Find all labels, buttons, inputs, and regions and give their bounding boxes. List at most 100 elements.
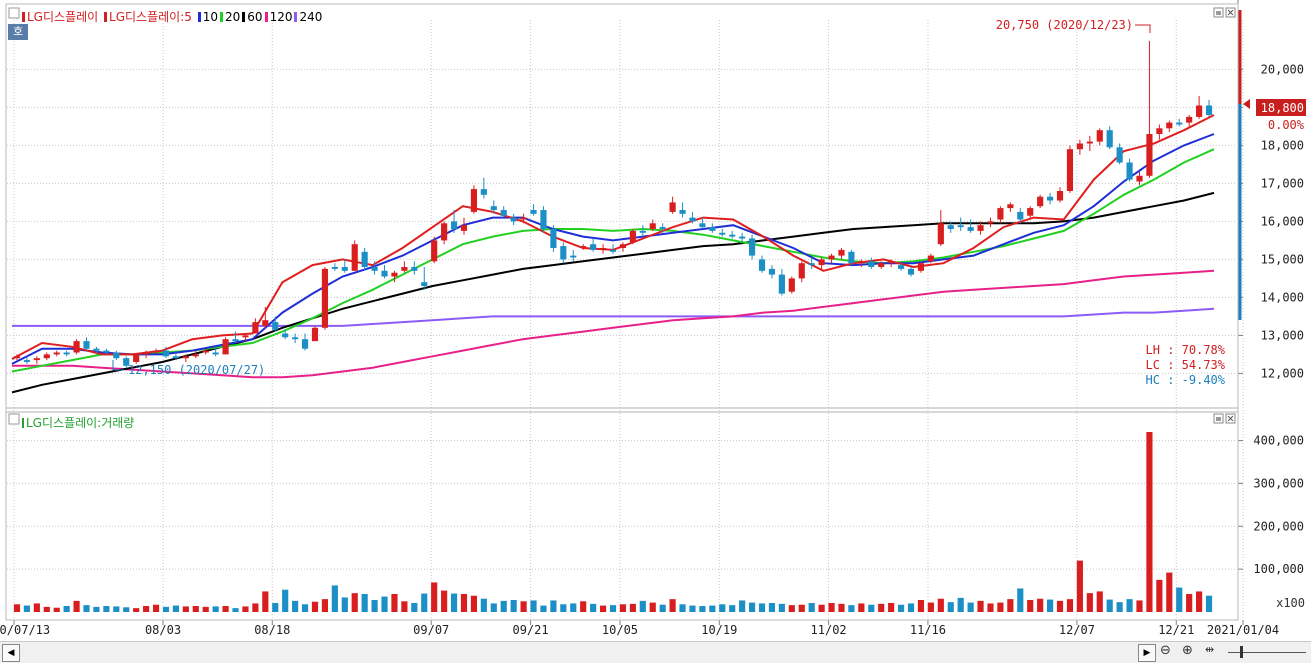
volume-bar (53, 607, 60, 612)
volume-bar (748, 602, 756, 612)
candle-body (967, 227, 974, 231)
price-tick: 17,000 (1261, 176, 1304, 190)
volume-bar (510, 600, 517, 612)
volume-bar (1096, 591, 1103, 612)
candle-body (143, 352, 150, 355)
ma-20-line (11, 148, 1215, 373)
candle-body (391, 272, 398, 277)
horizontal-scrollbar[interactable]: ◀ ▶ ⊖ ⊕ ⇹ (0, 641, 1311, 663)
volume-bar (123, 607, 130, 612)
price-tick: 14,000 (1261, 290, 1304, 304)
zoom-slider[interactable] (1228, 652, 1306, 653)
candle-body (1007, 204, 1014, 209)
candle-body (768, 268, 776, 275)
volume-bar (1186, 594, 1193, 612)
candle-body (1176, 122, 1183, 125)
candle-body (669, 202, 676, 212)
volume-bar (649, 602, 656, 612)
volume-bar (1106, 599, 1113, 612)
volume-bar (570, 603, 577, 612)
volume-bar (888, 603, 895, 612)
candle-body (470, 189, 478, 212)
volume-bar (301, 604, 309, 612)
zoom-slider-thumb[interactable] (1240, 646, 1243, 658)
volume-bar (262, 591, 269, 612)
zoom-out-icon[interactable]: ⊖ (1160, 643, 1171, 658)
candle-body (957, 225, 964, 228)
legend-name: LG디스플레이 (27, 10, 99, 24)
candle-body (828, 255, 835, 260)
volume-bar (599, 605, 607, 612)
candle-body (1116, 147, 1123, 163)
candle-body (93, 348, 100, 351)
volume-bar (1196, 591, 1203, 612)
volume-bar (172, 605, 179, 612)
volume-bar (729, 605, 736, 612)
scroll-right-button[interactable]: ▶ (1138, 644, 1156, 662)
price-tick: 20,000 (1261, 62, 1304, 76)
volume-bar (1126, 599, 1133, 612)
candle-body (182, 356, 189, 359)
volume-bar (520, 601, 527, 612)
legend-ma-10: 10 (197, 10, 218, 24)
candle-body (898, 265, 905, 269)
current-price: 18,800 (1261, 101, 1304, 115)
candle-body (659, 227, 666, 229)
price-change: 0.00% (1268, 118, 1305, 132)
volume-bar (371, 600, 378, 612)
volume-tick: 100,000 (1253, 562, 1304, 576)
candle-body (450, 221, 458, 229)
candle-body (252, 322, 259, 334)
volume-legend-label: LG디스플레이:거래량 (26, 416, 135, 430)
volume-bar (1027, 600, 1034, 612)
volume-pane-menu-icon[interactable] (8, 413, 20, 425)
volume-bar (927, 602, 934, 612)
volume-bar (83, 605, 90, 612)
date-tick: 12/21 (1158, 623, 1194, 637)
candle-body (341, 267, 348, 271)
volume-bar (739, 600, 746, 612)
volume-bar (937, 598, 944, 612)
legend-ma-120: 120 (264, 10, 292, 24)
quote-badge[interactable]: 호 (8, 24, 28, 40)
volume-bar (669, 599, 676, 612)
volume-bar (500, 600, 507, 612)
volume-bar (838, 603, 845, 612)
candle-body (798, 263, 805, 279)
scroll-left-button[interactable]: ◀ (2, 644, 20, 662)
volume-bar (709, 605, 716, 612)
candle-body (113, 352, 120, 359)
bar-count-icon[interactable]: ⇹ (1205, 643, 1215, 656)
volume-bar (550, 600, 557, 612)
candle-body (460, 225, 468, 231)
date-tick: 10/19 (701, 623, 737, 637)
volume-bar (808, 603, 815, 612)
candle-body (689, 217, 696, 222)
volume-bar (441, 590, 448, 612)
volume-bar (967, 602, 974, 612)
volume-axis-labels: 100,000 200,000 300,000 400,000 (1238, 434, 1304, 576)
volume-bar (33, 603, 40, 612)
candle-body (679, 210, 686, 214)
zoom-in-icon[interactable]: ⊕ (1182, 643, 1193, 658)
volume-bar (1166, 572, 1173, 612)
volume-bar (162, 606, 170, 612)
volume-bar (282, 589, 289, 612)
volume-bar (1146, 432, 1153, 612)
stock-chart[interactable]: 12,000 13,000 14,000 15,000 16,000 17,000 18,0… (0, 0, 1311, 641)
pane-controls[interactable] (1213, 7, 1236, 424)
price-tick: 16,000 (1261, 214, 1304, 228)
candle-body (361, 251, 368, 267)
volume-bar (450, 593, 458, 612)
date-tick: 10/05 (602, 623, 638, 637)
candle-body (1066, 149, 1074, 191)
current-price-box (1256, 99, 1306, 116)
candle-body (1186, 116, 1193, 123)
pane-menu-icon[interactable] (8, 7, 20, 19)
candle-body (1056, 191, 1064, 201)
volume-bar (957, 597, 964, 612)
candle-body (997, 208, 1004, 220)
candle-body (927, 255, 934, 262)
volume-bar (103, 606, 110, 612)
candle-body (639, 230, 646, 233)
